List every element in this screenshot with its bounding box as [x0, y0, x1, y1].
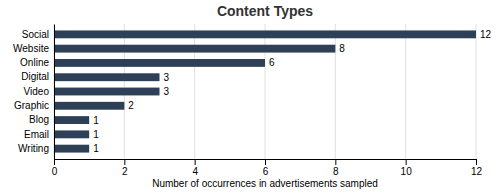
grid-line	[54, 24, 55, 159]
y-tick: Website	[13, 43, 49, 54]
x-tick: 4	[192, 159, 198, 177]
bar	[54, 116, 89, 124]
y-tick: Social	[22, 29, 49, 40]
x-tick-mark	[195, 159, 196, 165]
bar	[54, 102, 124, 110]
x-tick-label: 0	[52, 166, 58, 177]
bars	[54, 30, 476, 152]
bar	[54, 45, 335, 53]
plot-area: 024681012SocialWebsiteOnlineDigitalVideo…	[13, 24, 492, 177]
data-label: 3	[164, 72, 170, 83]
y-tick: Email	[24, 129, 49, 140]
x-tick-mark	[406, 159, 407, 165]
x-tick-label: 8	[333, 166, 339, 177]
chart-title: Content Types	[217, 3, 313, 19]
x-tick-label: 12	[471, 166, 483, 177]
y-tick: Graphic	[14, 100, 49, 111]
y-tick: Writing	[18, 143, 49, 154]
grid-line	[194, 24, 195, 159]
bar	[54, 88, 160, 96]
x-tick: 6	[263, 159, 269, 177]
x-axis-title: Number of occurrences in advertisements …	[152, 178, 378, 189]
data-label: 12	[480, 29, 492, 40]
x-axis-line	[55, 160, 477, 166]
x-tick-mark	[265, 159, 266, 165]
y-tick-label: Email	[24, 129, 49, 140]
data-label: 2	[128, 100, 134, 111]
y-tick: Blog	[29, 114, 49, 125]
data-label: 1	[93, 129, 99, 140]
grid-line	[335, 24, 336, 159]
grid-line	[476, 24, 477, 159]
x-tick-mark	[54, 159, 55, 165]
y-tick-label: Graphic	[14, 100, 49, 111]
y-tick-label: Online	[20, 57, 49, 68]
y-tick-label: Website	[13, 43, 49, 54]
data-label: 1	[93, 143, 99, 154]
data-label: 8	[339, 43, 345, 54]
bar	[54, 73, 160, 81]
grid	[54, 24, 476, 159]
data-label: 1	[93, 115, 99, 126]
data-label: 3	[164, 86, 170, 97]
data-labels: 12 8 6 3 3 2 1 1 1	[93, 29, 491, 154]
y-tick-label: Digital	[21, 71, 49, 82]
bar	[54, 130, 89, 138]
x-axis: 0 2 4 6 8 10 12	[52, 159, 483, 177]
y-tick: Video	[24, 86, 50, 97]
chart-container: 024681012SocialWebsiteOnlineDigitalVideo…	[0, 0, 500, 193]
bar	[54, 145, 89, 153]
x-tick-mark	[124, 159, 125, 165]
y-axis: Social Website Online Digital Video Graphic Bl…	[13, 25, 54, 160]
y-tick: Online	[20, 57, 49, 68]
x-tick: 10	[401, 159, 413, 177]
grid-line	[265, 24, 266, 159]
y-axis-line	[54, 25, 55, 160]
x-tick: 12	[471, 159, 483, 177]
data-label: 6	[269, 57, 275, 68]
x-tick-label: 10	[401, 166, 413, 177]
grid-line	[405, 24, 406, 159]
x-tick-mark	[335, 159, 336, 165]
x-tick: 0	[52, 159, 58, 177]
x-tick-mark	[476, 159, 477, 165]
y-tick-label: Writing	[18, 143, 49, 154]
x-tick: 2	[122, 159, 128, 177]
y-tick-label: Blog	[29, 114, 49, 125]
chart-svg: 024681012SocialWebsiteOnlineDigitalVideo…	[0, 0, 500, 193]
y-tick: Digital	[21, 71, 49, 82]
x-tick-label: 6	[263, 166, 269, 177]
bar	[54, 59, 265, 67]
bar	[54, 30, 476, 38]
y-tick-label: Social	[22, 29, 49, 40]
y-tick-label: Video	[24, 86, 50, 97]
x-tick: 8	[333, 159, 339, 177]
x-tick-label: 2	[122, 166, 128, 177]
x-tick-label: 4	[192, 166, 198, 177]
